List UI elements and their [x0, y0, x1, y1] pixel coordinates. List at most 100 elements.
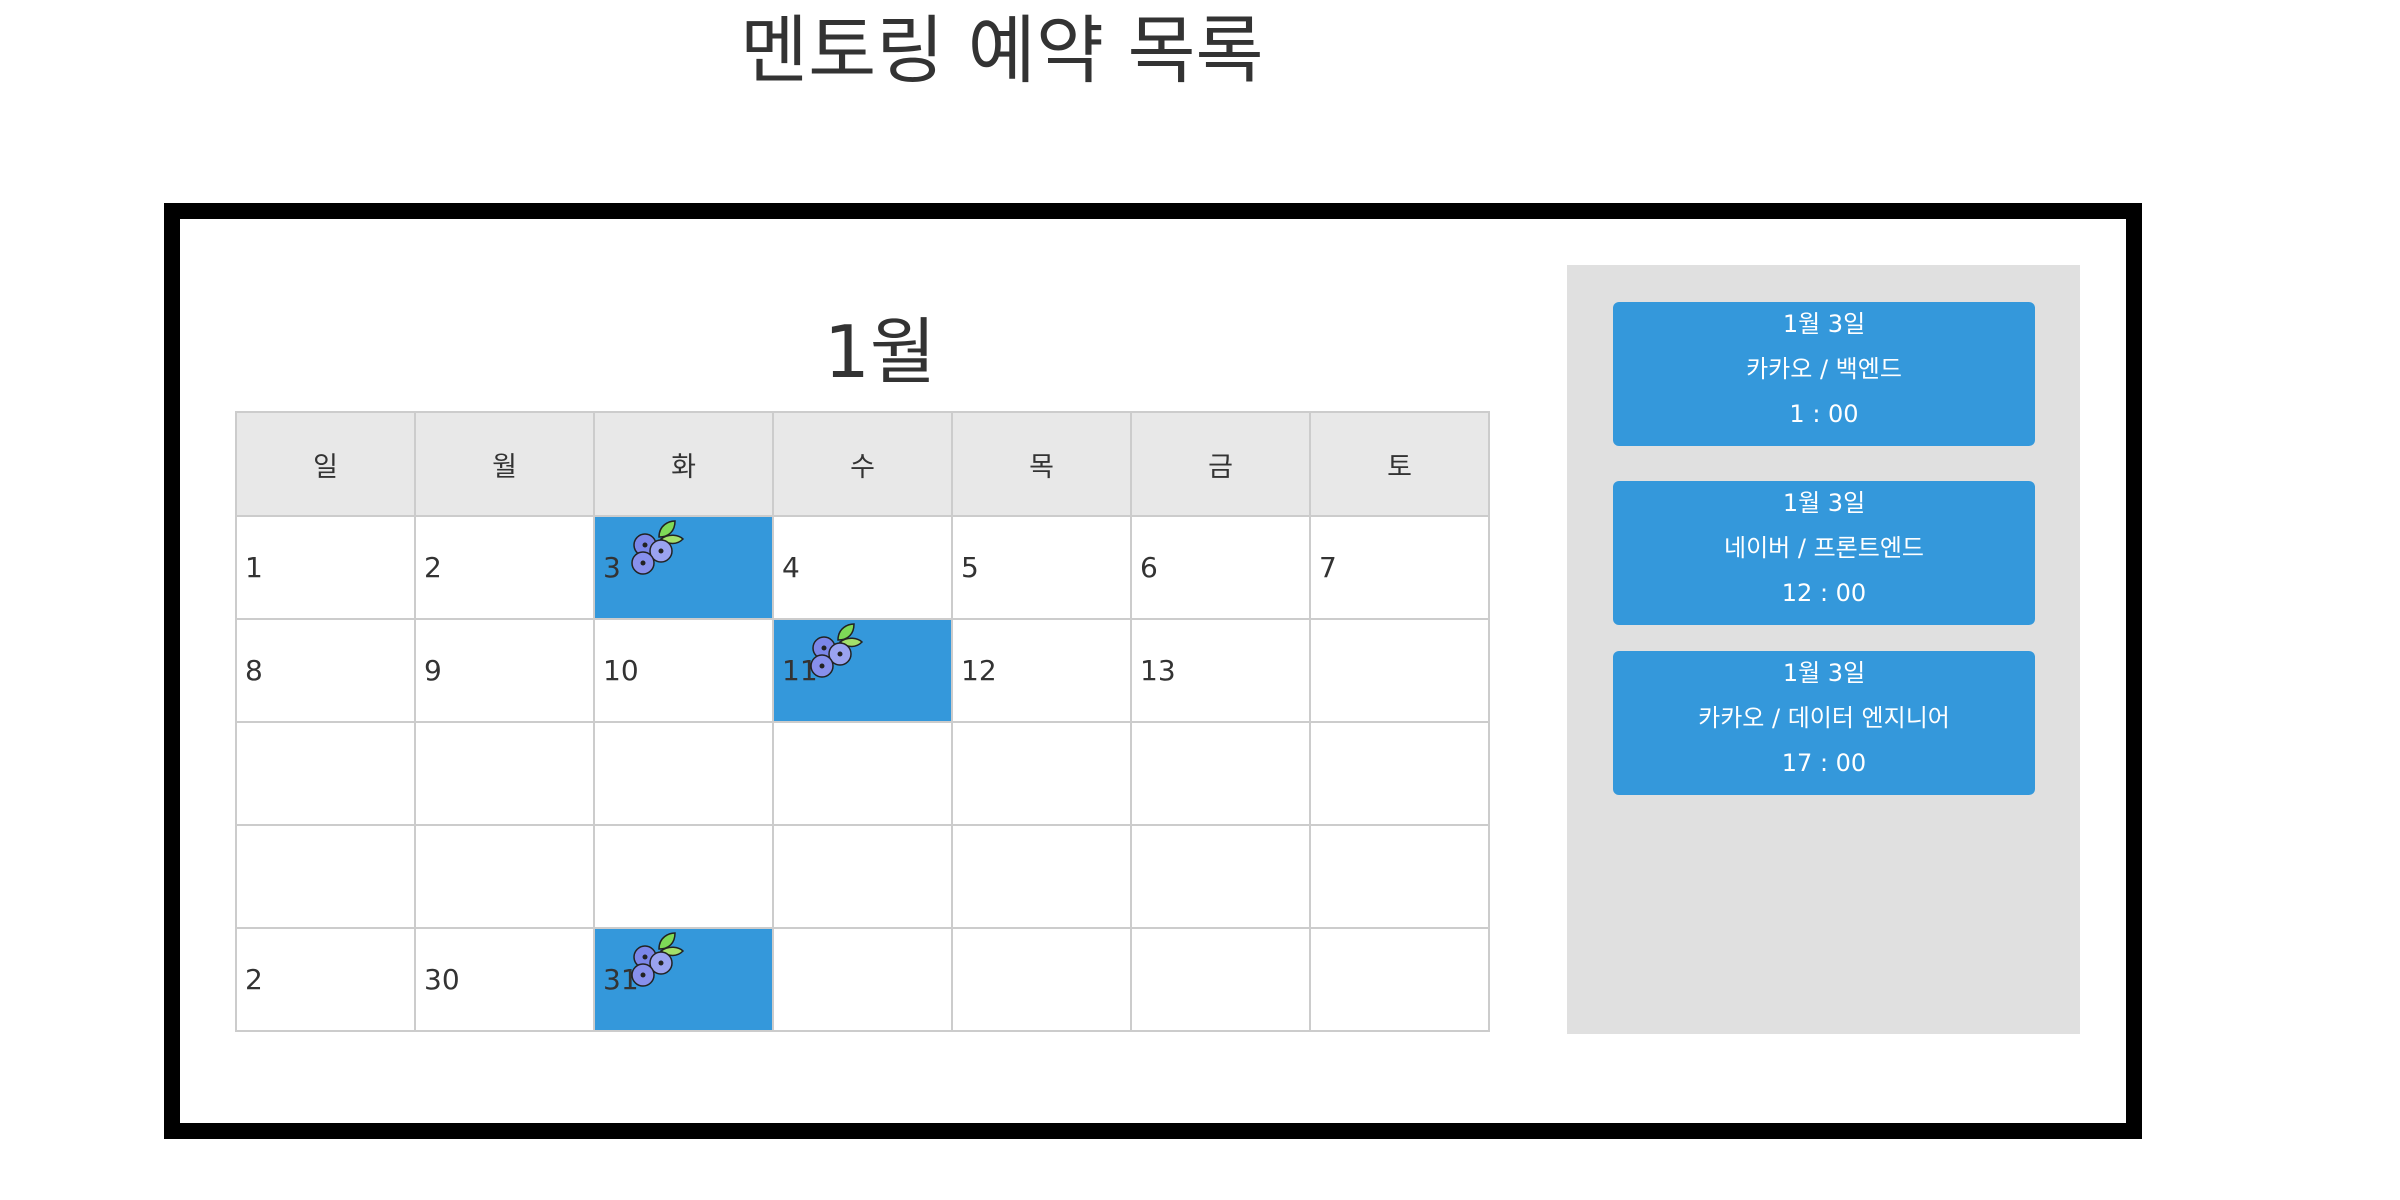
reservation-time: 1 : 00: [1789, 400, 1859, 428]
calendar-day-cell[interactable]: 13: [1130, 618, 1311, 723]
calendar-day-cell[interactable]: [1130, 927, 1311, 1032]
calendar-day-cell[interactable]: [1309, 927, 1490, 1032]
day-number: 5: [961, 551, 979, 584]
calendar-day-cell[interactable]: 4: [772, 515, 953, 620]
day-number: [1132, 757, 1140, 790]
day-number: 4: [782, 551, 800, 584]
day-number: [237, 757, 245, 790]
calendar-day-cell[interactable]: 7: [1309, 515, 1490, 620]
calendar-day-cell[interactable]: 2: [235, 927, 416, 1032]
calendar-week-row: 1 2 3 4 5 6 7: [235, 515, 1490, 620]
weekday-header-row: 일 월 화 수 목 금 토: [235, 411, 1490, 517]
calendar-day-cell[interactable]: [951, 824, 1132, 929]
calendar-day-cell[interactable]: 8: [235, 618, 416, 723]
calendar-grid: 일 월 화 수 목 금 토 1 2 3 4 5 6 7 8 9 10 11 12 13 2 30 31: [235, 411, 1490, 1032]
weekday-wed: 수: [772, 411, 953, 517]
reservation-detail: 카카오 / 백엔드: [1746, 355, 1902, 383]
day-number: 10: [603, 654, 639, 687]
calendar-day-cell[interactable]: [235, 721, 416, 826]
calendar-day-cell[interactable]: 3: [593, 515, 774, 620]
calendar-day-cell[interactable]: 10: [593, 618, 774, 723]
day-number: [237, 860, 245, 893]
day-number: [595, 860, 603, 893]
day-number: 3: [603, 551, 621, 584]
day-number: [416, 757, 424, 790]
calendar-day-cell[interactable]: [772, 721, 953, 826]
day-number: [1311, 860, 1319, 893]
day-number: [1132, 963, 1140, 996]
day-number: 13: [1140, 654, 1176, 687]
day-number: 9: [424, 654, 442, 687]
reservation-date: 1월 3일: [1782, 659, 1866, 687]
weekday-thu: 목: [951, 411, 1132, 517]
reservation-card[interactable]: 1월 3일 네이버 / 프론트엔드 12 : 00: [1613, 481, 2035, 625]
day-number: [416, 860, 424, 893]
calendar-day-cell[interactable]: 1: [235, 515, 416, 620]
calendar-day-cell[interactable]: [593, 824, 774, 929]
calendar-body: 1 2 3 4 5 6 7 8 9 10 11 12 13 2 30 31: [235, 515, 1490, 1032]
day-number: [1311, 654, 1319, 687]
calendar-panel: 1월 일 월 화 수 목 금 토 1 2 3 4 5 6 7 8 9 10 11 12 13 2 30 31 …: [164, 203, 2142, 1139]
day-number: 7: [1319, 551, 1337, 584]
day-number: [774, 757, 782, 790]
day-number: [774, 860, 782, 893]
day-number: [953, 860, 961, 893]
reservation-detail: 카카오 / 데이터 엔지니어: [1698, 704, 1950, 732]
calendar-day-cell[interactable]: [1309, 721, 1490, 826]
blueberry-icon: [625, 519, 685, 577]
weekday-tue: 화: [593, 411, 774, 517]
day-number: 1: [245, 551, 263, 584]
calendar-day-cell[interactable]: 30: [414, 927, 595, 1032]
day-number: 2: [245, 963, 263, 996]
day-number: 12: [961, 654, 997, 687]
calendar-day-cell[interactable]: [772, 824, 953, 929]
weekday-fri: 금: [1130, 411, 1311, 517]
calendar-day-cell[interactable]: [414, 824, 595, 929]
calendar-day-cell[interactable]: 5: [951, 515, 1132, 620]
day-number: [1132, 860, 1140, 893]
day-number: [1311, 963, 1319, 996]
day-number: [953, 757, 961, 790]
calendar-day-cell[interactable]: 11: [772, 618, 953, 723]
calendar-week-row: [235, 721, 1490, 826]
reservation-card[interactable]: 1월 3일 카카오 / 백엔드 1 : 00: [1613, 302, 2035, 446]
calendar-day-cell[interactable]: 2: [414, 515, 595, 620]
calendar-week-row: 2 30 31: [235, 927, 1490, 1032]
reservation-card[interactable]: 1월 3일 카카오 / 데이터 엔지니어 17 : 00: [1613, 651, 2035, 795]
calendar-day-cell[interactable]: 9: [414, 618, 595, 723]
calendar-day-cell[interactable]: [951, 927, 1132, 1032]
reservation-sidebar: 1월 3일 카카오 / 백엔드 1 : 00 1월 3일 네이버 / 프론트엔드…: [1567, 265, 2080, 1034]
weekday-sun: 일: [235, 411, 416, 517]
calendar-day-cell[interactable]: [772, 927, 953, 1032]
reservation-date: 1월 3일: [1782, 489, 1866, 517]
calendar-day-cell[interactable]: [951, 721, 1132, 826]
calendar-week-row: 8 9 10 11 12 13: [235, 618, 1490, 723]
day-number: 8: [245, 654, 263, 687]
day-number: 30: [424, 963, 460, 996]
calendar-day-cell[interactable]: [593, 721, 774, 826]
weekday-sat: 토: [1309, 411, 1490, 517]
calendar-day-cell[interactable]: [1309, 824, 1490, 929]
weekday-mon: 월: [414, 411, 595, 517]
day-number: 2: [424, 551, 442, 584]
calendar-day-cell[interactable]: [235, 824, 416, 929]
calendar-day-cell[interactable]: [1130, 721, 1311, 826]
calendar-day-cell[interactable]: 6: [1130, 515, 1311, 620]
calendar-day-cell[interactable]: [1130, 824, 1311, 929]
calendar-day-cell[interactable]: [414, 721, 595, 826]
day-number: [595, 757, 603, 790]
day-number: [953, 963, 961, 996]
calendar-week-row: [235, 824, 1490, 929]
calendar-day-cell[interactable]: 31: [593, 927, 774, 1032]
reservation-time: 12 : 00: [1781, 579, 1867, 607]
reservation-date: 1월 3일: [1782, 310, 1866, 338]
page-title: 멘토링 예약 목록: [740, 8, 1264, 94]
month-title: 1월: [824, 310, 937, 394]
calendar-day-cell[interactable]: 12: [951, 618, 1132, 723]
day-number: [1311, 757, 1319, 790]
day-number: 6: [1140, 551, 1158, 584]
reservation-detail: 네이버 / 프론트엔드: [1724, 534, 1924, 562]
calendar-day-cell[interactable]: [1309, 618, 1490, 723]
day-number: [774, 963, 782, 996]
